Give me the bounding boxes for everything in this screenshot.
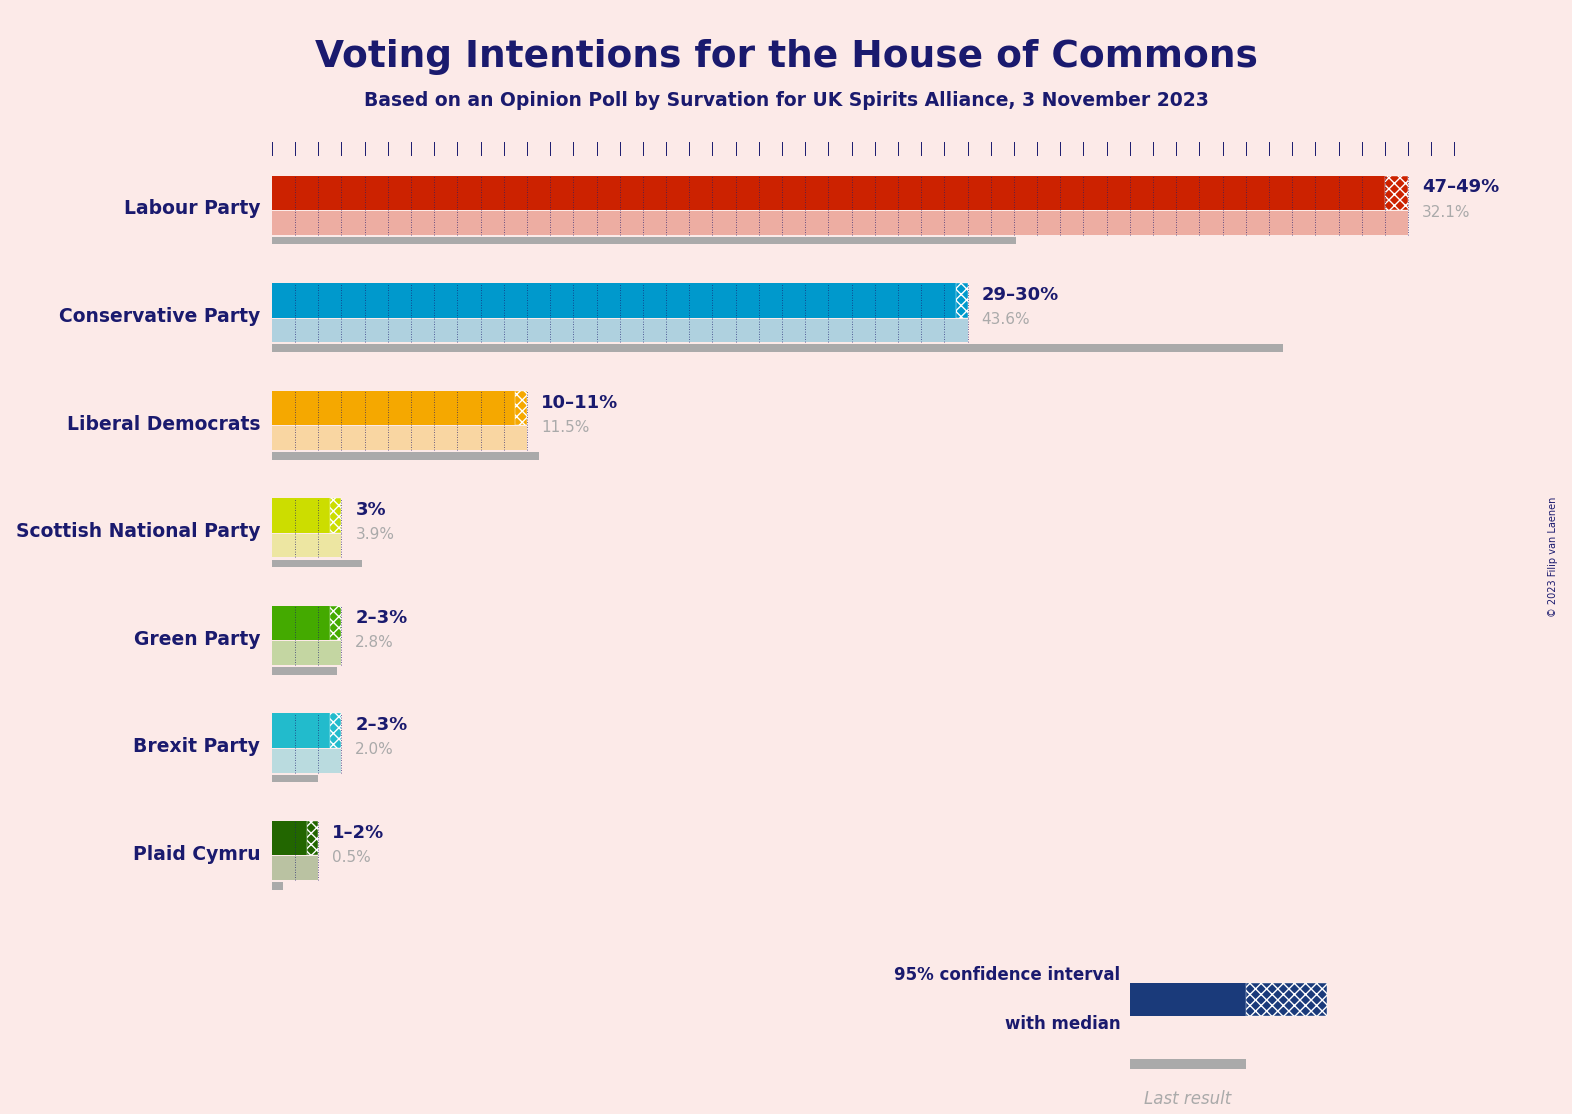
- Text: © 2023 Filip van Laenen: © 2023 Filip van Laenen: [1548, 497, 1558, 617]
- Text: 0.5%: 0.5%: [332, 850, 371, 866]
- Bar: [516, 391, 527, 426]
- Text: Plaid Cymru: Plaid Cymru: [132, 844, 261, 863]
- Bar: [272, 774, 318, 782]
- Text: 2–3%: 2–3%: [355, 716, 407, 734]
- Text: 29–30%: 29–30%: [981, 286, 1058, 304]
- Text: Brexit Party: Brexit Party: [134, 737, 261, 756]
- Text: Last result: Last result: [1144, 1089, 1231, 1108]
- Bar: [307, 821, 318, 856]
- Text: Voting Intentions for the House of Commons: Voting Intentions for the House of Commo…: [314, 39, 1258, 75]
- Bar: [272, 857, 318, 880]
- Text: Based on an Opinion Poll by Survation for UK Spirits Alliance, 3 November 2023: Based on an Opinion Poll by Survation fo…: [363, 91, 1209, 110]
- Text: 2–3%: 2–3%: [355, 608, 407, 627]
- Bar: [272, 882, 283, 890]
- Text: 43.6%: 43.6%: [981, 312, 1030, 328]
- Bar: [1385, 176, 1409, 211]
- Bar: [272, 713, 330, 747]
- Text: 2.8%: 2.8%: [355, 635, 395, 649]
- Text: with median: with median: [1005, 1015, 1121, 1033]
- Bar: [272, 212, 1409, 235]
- Bar: [272, 176, 1385, 211]
- Bar: [330, 606, 341, 641]
- Text: Labour Party: Labour Party: [124, 199, 261, 218]
- Text: 2.0%: 2.0%: [355, 743, 395, 758]
- Text: 47–49%: 47–49%: [1423, 178, 1500, 196]
- Bar: [272, 749, 341, 773]
- Bar: [272, 559, 362, 567]
- Text: 3.9%: 3.9%: [355, 527, 395, 543]
- Bar: [272, 283, 956, 317]
- Bar: [956, 283, 967, 317]
- Bar: [1130, 984, 1245, 1016]
- Bar: [272, 821, 307, 856]
- Bar: [272, 667, 336, 675]
- Bar: [1130, 1058, 1245, 1074]
- Bar: [272, 344, 1283, 352]
- Text: 11.5%: 11.5%: [541, 420, 590, 434]
- Text: 3%: 3%: [355, 501, 387, 519]
- Bar: [272, 452, 539, 460]
- Bar: [272, 534, 341, 557]
- Text: 10–11%: 10–11%: [541, 393, 618, 411]
- Bar: [272, 498, 341, 532]
- Text: Conservative Party: Conservative Party: [60, 307, 261, 326]
- Bar: [272, 391, 516, 426]
- Text: Liberal Democrats: Liberal Democrats: [66, 414, 261, 433]
- Bar: [272, 237, 1016, 244]
- Bar: [1245, 984, 1327, 1016]
- Bar: [272, 642, 341, 665]
- Bar: [272, 427, 527, 450]
- Bar: [272, 319, 967, 342]
- Text: Green Party: Green Party: [134, 629, 261, 648]
- Bar: [272, 606, 330, 641]
- Text: 32.1%: 32.1%: [1423, 205, 1470, 219]
- Text: 95% confidence interval: 95% confidence interval: [894, 967, 1121, 985]
- Text: 1–2%: 1–2%: [332, 824, 385, 842]
- Bar: [330, 498, 341, 532]
- Text: Scottish National Party: Scottish National Party: [16, 522, 261, 541]
- Bar: [330, 713, 341, 747]
